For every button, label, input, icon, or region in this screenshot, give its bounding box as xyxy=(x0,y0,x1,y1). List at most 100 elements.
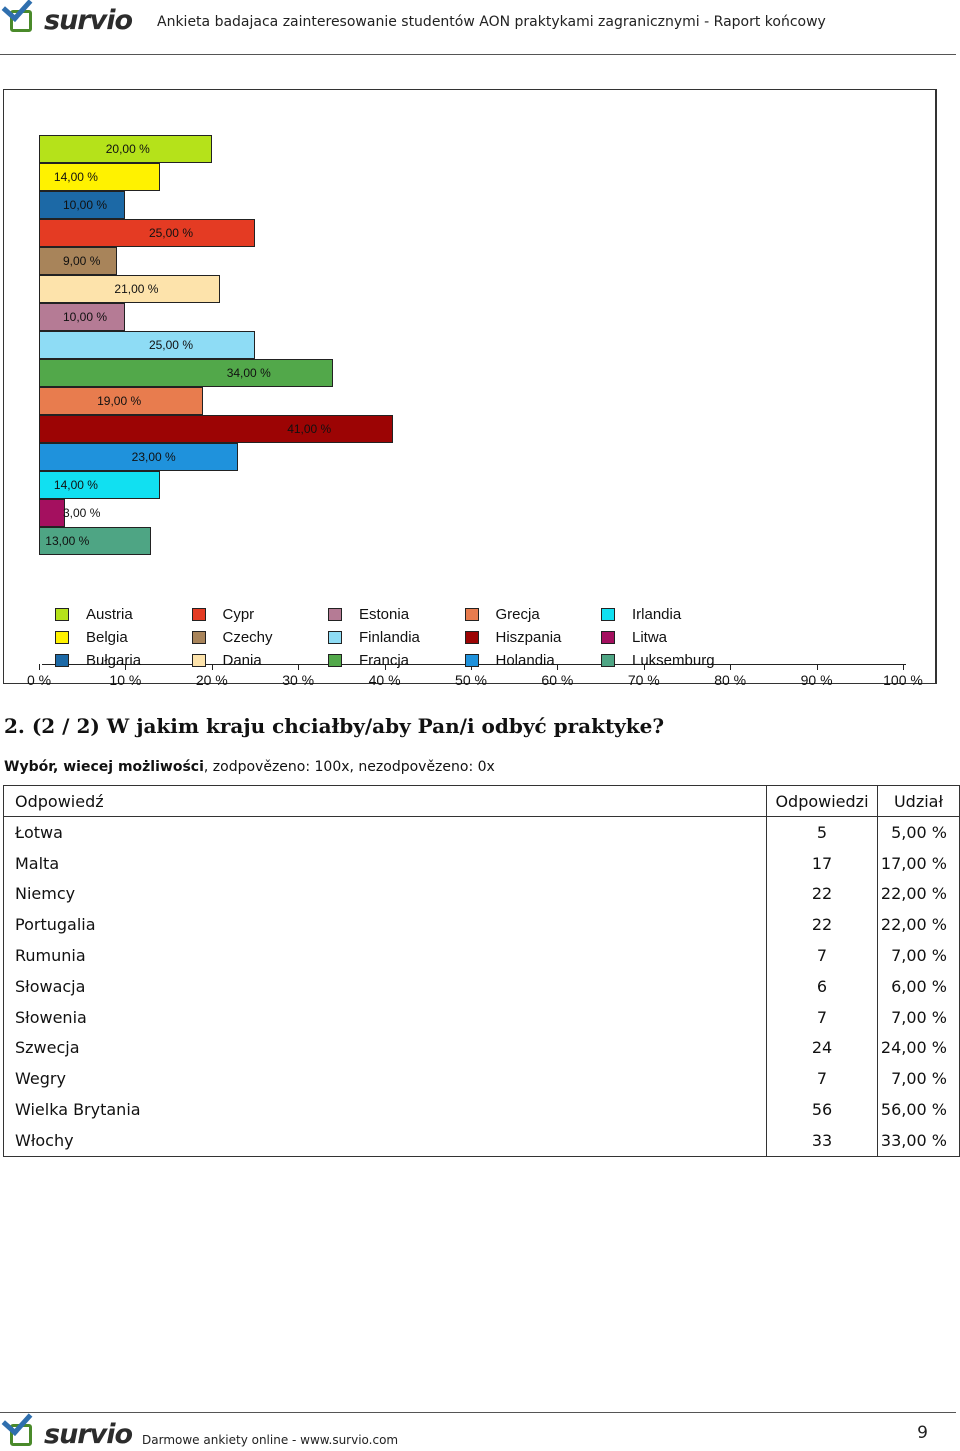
count-cell: 7 xyxy=(766,940,877,971)
question-meta: Wybór, wiecej możliwości, zodpovězeno: 1… xyxy=(4,759,495,775)
bar-dania xyxy=(39,275,221,303)
question-type: Wybór, wiecej możliwości xyxy=(4,759,204,775)
checkbox-logo-icon xyxy=(1,0,42,34)
brand-name: survio xyxy=(44,5,133,36)
x-tick-mark xyxy=(643,664,645,670)
bar-irlandia xyxy=(39,471,160,499)
legend-item-finlandia: Finlandia xyxy=(328,629,420,646)
legend-label: Litwa xyxy=(632,629,668,646)
table-row: Słowacja 6 6,00 % xyxy=(4,970,959,1002)
share-cell: 6,00 % xyxy=(877,970,959,1002)
share-cell: 56,00 % xyxy=(877,1094,959,1125)
x-tick-mark xyxy=(816,664,818,670)
count-cell: 33 xyxy=(766,1124,877,1156)
table-row: Wegry 7 7,00 % xyxy=(4,1063,959,1095)
legend-label: Dania xyxy=(222,652,262,669)
legend-item-francja: Francja xyxy=(328,652,409,669)
bar-bułgaria xyxy=(39,191,126,219)
table-row: Rumunia 7 7,00 % xyxy=(4,940,959,971)
table-row: Szwecja 24 24,00 % xyxy=(4,1032,959,1064)
count-cell: 7 xyxy=(766,1063,877,1095)
legend-label: Finlandia xyxy=(359,629,420,646)
bar-value-label: 34,00 % xyxy=(226,366,271,380)
bar-value-label: 25,00 % xyxy=(148,226,193,240)
answer-cell: Słowacja xyxy=(15,976,86,996)
legend-swatch xyxy=(328,631,342,644)
bar-holandia xyxy=(39,443,238,471)
table-row: Słowenia 7 7,00 % xyxy=(4,1001,959,1033)
answer-cell: Wegry xyxy=(15,1069,66,1089)
count-cell: 7 xyxy=(766,1001,877,1033)
legend-swatch xyxy=(55,654,69,667)
table-body: Łotwa 5 5,00 % Malta 17 17,00 % Niemcy 22 22,00 … xyxy=(4,817,959,1156)
legend-label: Czechy xyxy=(222,629,273,646)
legend-label: Bułgaria xyxy=(86,652,142,669)
x-tick-label: 100 % xyxy=(883,672,923,688)
header-divider xyxy=(0,54,956,55)
count-cell: 6 xyxy=(766,970,877,1002)
question-title: 2. (2 / 2) W jakim kraju chciałby/aby Pa… xyxy=(4,714,665,738)
x-tick-label: 50 % xyxy=(455,672,487,688)
answers-table: Odpowiedź Odpowiedzi Udział Łotwa 5 5,00 %… xyxy=(3,785,960,1157)
survio-logo-footer: survio xyxy=(1,1404,133,1450)
answer-cell: Rumunia xyxy=(15,946,86,966)
share-cell: 24,00 % xyxy=(877,1032,959,1064)
x-tick-label: 40 % xyxy=(368,672,401,688)
page-number: 9 xyxy=(917,1423,928,1443)
answer-cell: Portugalia xyxy=(15,915,96,935)
x-tick-mark xyxy=(298,664,300,670)
answer-cell: Włochy xyxy=(15,1130,74,1150)
bar-grecja xyxy=(39,387,204,415)
x-tick-label: 90 % xyxy=(800,672,833,688)
legend-swatch xyxy=(464,631,479,644)
count-cell: 56 xyxy=(766,1094,877,1125)
legend-item-bułgaria: Bułgaria xyxy=(55,652,141,669)
footer-divider xyxy=(0,1412,956,1413)
bar-austria xyxy=(39,135,212,163)
share-cell: 7,00 % xyxy=(877,1063,959,1095)
bar-value-label: 19,00 % xyxy=(97,394,142,408)
x-tick-mark xyxy=(39,664,40,670)
legend-label: Luksemburg xyxy=(632,652,715,669)
x-tick-mark xyxy=(384,664,386,670)
legend-swatch xyxy=(328,654,342,667)
table-row: Malta 17 17,00 % xyxy=(4,847,959,879)
x-tick-label: 70 % xyxy=(627,672,660,688)
brand-name-footer: survio xyxy=(44,1419,133,1450)
bar-value-label: 10,00 % xyxy=(63,198,108,212)
x-tick-mark xyxy=(730,664,732,670)
legend-swatch xyxy=(55,631,69,644)
bar-luksemburg xyxy=(39,527,152,555)
answer-cell: Malta xyxy=(15,853,60,873)
legend-label: Grecja xyxy=(495,606,540,623)
survio-logo: survio xyxy=(1,0,133,36)
bar-belgia xyxy=(39,163,160,191)
x-tick-mark xyxy=(211,664,213,670)
bar-cypr xyxy=(39,219,255,247)
bar-litwa xyxy=(39,499,65,527)
table-row: Łotwa 5 5,00 % xyxy=(4,817,959,848)
bar-hiszpania xyxy=(39,415,394,443)
legend-item-holandia: Holandia xyxy=(464,652,555,669)
bar-value-label: 13,00 % xyxy=(45,534,90,548)
legend-item-irlandia: Irlandia xyxy=(601,606,681,623)
bar-francja xyxy=(39,359,333,387)
bar-value-label: 14,00 % xyxy=(53,478,98,492)
table-header-row: Odpowiedź Odpowiedzi Udział xyxy=(4,786,959,817)
share-cell: 5,00 % xyxy=(877,817,959,848)
legend-label: Irlandia xyxy=(632,606,682,623)
legend-swatch xyxy=(464,654,479,667)
share-cell: 33,00 % xyxy=(877,1124,959,1156)
answer-cell: Niemcy xyxy=(15,884,76,904)
x-tick-label: 0 % xyxy=(26,672,52,688)
footer-link-text: Darmowe ankiety online - www.survio.com xyxy=(142,1433,399,1447)
bar-value-label: 21,00 % xyxy=(114,282,159,296)
legend-label: Hiszpania xyxy=(495,629,562,646)
legend-swatch xyxy=(191,608,206,621)
bar-finlandia xyxy=(39,331,255,359)
bar-value-label: 25,00 % xyxy=(148,338,193,352)
bar-value-label: 14,00 % xyxy=(53,170,98,184)
x-tick-mark xyxy=(471,664,472,670)
legend-swatch xyxy=(601,608,615,621)
answer-cell: Szwecja xyxy=(15,1038,80,1058)
